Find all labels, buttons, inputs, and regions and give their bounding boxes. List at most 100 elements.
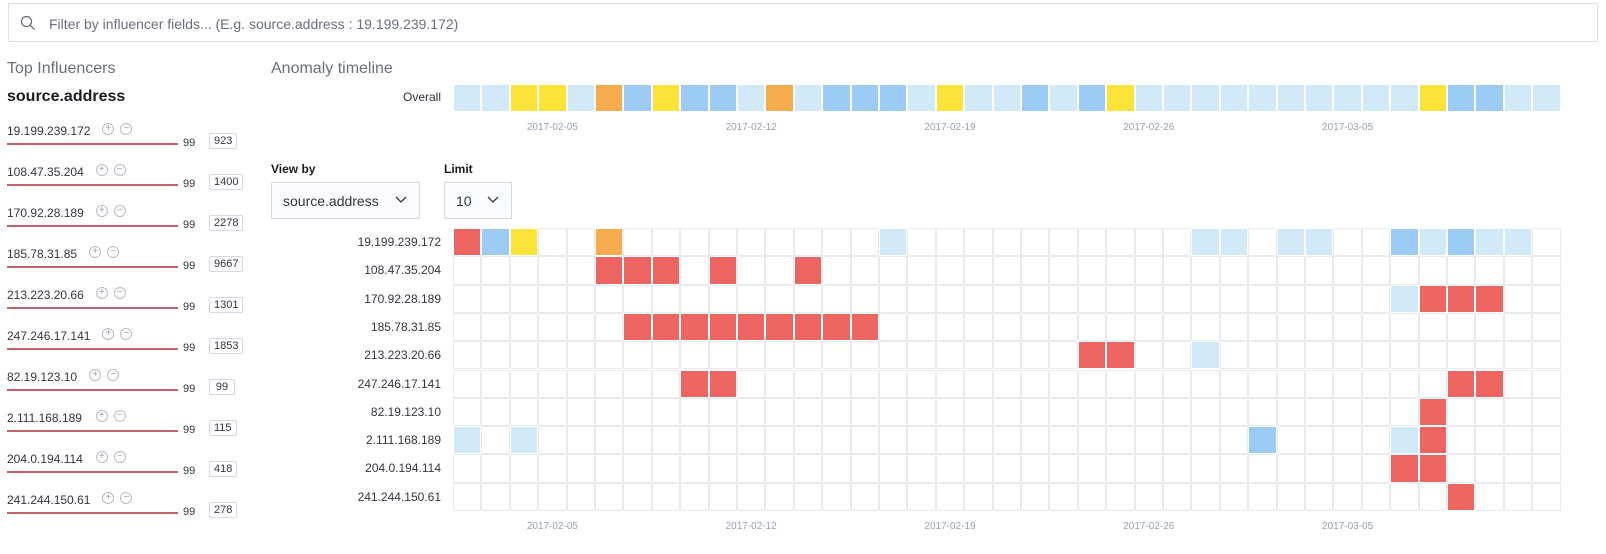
swimlane-label[interactable]: 108.47.35.204 (364, 263, 441, 278)
swimlane-cell[interactable] (1447, 482, 1476, 511)
overall-cell[interactable] (1447, 84, 1476, 113)
swimlane-cell[interactable] (708, 312, 737, 342)
swimlane-cell[interactable] (623, 256, 652, 285)
swimlane-cell[interactable] (595, 228, 624, 257)
swimlane-cell[interactable] (453, 228, 482, 257)
swimlane-label[interactable]: 2.111.168.189 (366, 433, 441, 448)
influencer-filter-bar[interactable] (8, 3, 1598, 43)
remove-filter-icon[interactable]: − (120, 328, 133, 340)
swimlane-cell[interactable] (651, 256, 681, 285)
overall-cell[interactable] (1049, 84, 1078, 113)
swimlane-cell[interactable] (1418, 454, 1447, 483)
swimlane-cell[interactable] (793, 256, 823, 285)
remove-filter-icon[interactable]: − (113, 451, 126, 463)
overall-cell[interactable] (1248, 84, 1277, 113)
swimlane-label[interactable]: 170.92.28.189 (364, 291, 441, 306)
swimlane-cell[interactable] (1447, 228, 1476, 257)
add-filter-icon[interactable]: + (95, 205, 108, 217)
swimlane-cell[interactable] (651, 312, 681, 342)
swimlane-cell[interactable] (1191, 228, 1220, 257)
swimlane-cell[interactable] (1475, 369, 1504, 398)
overall-cell[interactable] (964, 84, 993, 113)
swimlane-cell[interactable] (708, 256, 737, 285)
swimlane-cell[interactable] (1390, 284, 1419, 313)
overall-cell[interactable] (623, 84, 652, 113)
swimlane-label[interactable]: 204.0.194.114 (365, 461, 441, 476)
add-filter-icon[interactable]: + (95, 164, 108, 176)
overall-cell[interactable] (822, 84, 851, 113)
overall-cell[interactable] (1077, 84, 1107, 113)
overall-cell[interactable] (566, 84, 595, 113)
swimlane-cell[interactable] (680, 369, 709, 398)
overall-cell[interactable] (1191, 84, 1220, 113)
overall-cell[interactable] (850, 84, 879, 113)
swimlane-cell[interactable] (481, 228, 510, 257)
add-filter-icon[interactable]: + (102, 328, 115, 340)
remove-filter-icon[interactable]: − (113, 164, 126, 176)
view-by-select[interactable]: source.address (271, 182, 420, 219)
swimlane-cell[interactable] (1191, 341, 1220, 370)
swimlane-cell[interactable] (1390, 426, 1419, 455)
influencer-filter-input[interactable] (47, 4, 1581, 43)
swimlane-cell[interactable] (1418, 284, 1447, 313)
overall-cell[interactable] (595, 84, 624, 113)
add-filter-icon[interactable]: + (89, 246, 102, 258)
swimlane-cell[interactable] (595, 256, 624, 285)
remove-filter-icon[interactable]: − (113, 205, 126, 217)
swimlane-cell[interactable] (1276, 228, 1305, 257)
overall-cell[interactable] (907, 84, 936, 113)
add-filter-icon[interactable]: + (95, 451, 108, 463)
swimlane-cell[interactable] (879, 228, 908, 257)
swimlane-cell[interactable] (1475, 284, 1504, 313)
overall-cell[interactable] (935, 84, 965, 113)
swimlane-cell[interactable] (1418, 397, 1447, 427)
remove-filter-icon[interactable]: − (113, 287, 126, 299)
limit-select[interactable]: 10 (444, 182, 512, 219)
overall-cell[interactable] (1361, 84, 1391, 113)
overall-cell[interactable] (737, 84, 766, 113)
overall-cell[interactable] (1163, 84, 1192, 113)
overall-cell[interactable] (1503, 84, 1533, 113)
overall-cell[interactable] (1276, 84, 1305, 113)
swimlane-cell[interactable] (793, 312, 823, 342)
overall-cell[interactable] (1475, 84, 1504, 113)
add-filter-icon[interactable]: + (95, 410, 108, 422)
swimlane-cell[interactable] (1475, 228, 1504, 257)
swimlane-cell[interactable] (765, 312, 794, 342)
swimlane-cell[interactable] (1390, 228, 1419, 257)
swimlane-cell[interactable] (1447, 284, 1476, 313)
add-filter-icon[interactable]: + (102, 123, 115, 135)
overall-cell[interactable] (1219, 84, 1249, 113)
remove-filter-icon[interactable]: − (107, 369, 120, 381)
swimlane-cell[interactable] (680, 312, 709, 342)
remove-filter-icon[interactable]: − (120, 492, 133, 504)
swimlane-cell[interactable] (509, 426, 539, 455)
remove-filter-icon[interactable]: − (120, 123, 133, 135)
overall-cell[interactable] (509, 84, 539, 113)
overall-cell[interactable] (538, 84, 567, 113)
swimlane-label[interactable]: 213.223.20.66 (364, 348, 441, 363)
remove-filter-icon[interactable]: − (113, 410, 126, 422)
swimlane-cell[interactable] (1219, 228, 1249, 257)
overall-cell[interactable] (1418, 84, 1447, 113)
swimlane-label[interactable]: 185.78.31.85 (370, 319, 441, 334)
swimlane-cell[interactable] (1503, 228, 1533, 257)
swimlane-cell[interactable] (1077, 341, 1107, 370)
overall-cell[interactable] (1333, 84, 1362, 113)
overall-cell[interactable] (1106, 84, 1135, 113)
swimlane-cell[interactable] (708, 369, 737, 398)
remove-filter-icon[interactable]: − (107, 246, 120, 258)
swimlane-cell[interactable] (737, 312, 766, 342)
swimlane-cell[interactable] (822, 312, 851, 342)
overall-cell[interactable] (1532, 84, 1561, 113)
swimlane-cell[interactable] (1418, 426, 1447, 455)
swimlane-label[interactable]: 241.244.150.61 (357, 489, 441, 504)
overall-cell[interactable] (1021, 84, 1050, 113)
swimlane-cell[interactable] (453, 426, 482, 455)
swimlane-cell[interactable] (1248, 426, 1277, 455)
overall-cell[interactable] (879, 84, 908, 113)
add-filter-icon[interactable]: + (95, 287, 108, 299)
overall-cell[interactable] (651, 84, 681, 113)
swimlane-label[interactable]: 19.199.239.172 (357, 235, 441, 249)
overall-cell[interactable] (708, 84, 737, 113)
